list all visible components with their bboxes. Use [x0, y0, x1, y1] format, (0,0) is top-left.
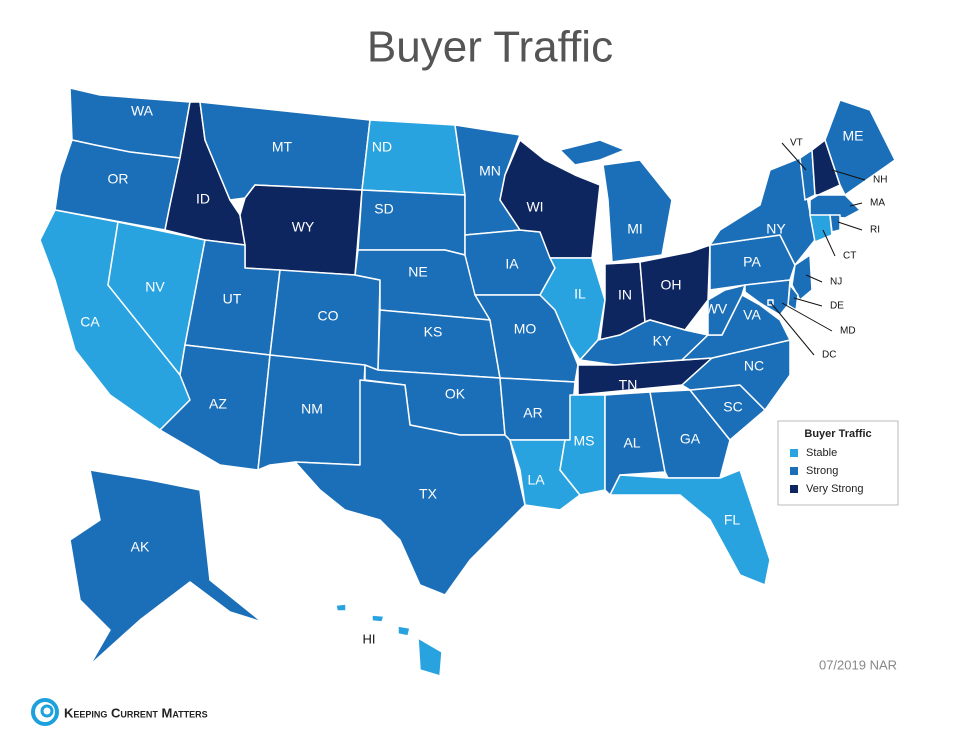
state — [397, 625, 411, 637]
state-label: WV — [705, 301, 728, 317]
leader-line — [781, 302, 833, 332]
leader-line — [837, 221, 863, 231]
leader-line — [822, 229, 836, 257]
state-label: NV — [145, 279, 165, 295]
state-label: AL — [623, 435, 640, 451]
state-label: CA — [80, 314, 100, 330]
state-label: NC — [744, 358, 764, 374]
title: Buyer Traffic — [367, 23, 613, 72]
state — [602, 159, 673, 263]
state-label: MO — [514, 321, 537, 337]
legend-label: Very Strong — [806, 483, 863, 495]
state-label: NM — [301, 401, 323, 417]
legend-label: Stable — [806, 447, 837, 459]
state-label: KS — [424, 324, 443, 340]
state-label: RI — [870, 225, 880, 236]
legend-swatch — [790, 485, 798, 493]
state — [377, 309, 501, 379]
state — [829, 214, 841, 233]
state — [69, 469, 263, 666]
state-label: NJ — [830, 277, 842, 288]
state-label: UT — [223, 291, 242, 307]
logo-icon — [31, 698, 59, 726]
state-label: AZ — [209, 396, 227, 412]
logo: Keeping Current Matters — [31, 698, 208, 726]
state — [809, 214, 833, 243]
state-label: NH — [873, 175, 887, 186]
state-label: OR — [108, 171, 129, 187]
state-label: VT — [790, 138, 803, 149]
source: 07/2019 NAR — [819, 657, 897, 672]
state-label: KY — [653, 333, 672, 349]
state-label: VA — [743, 307, 761, 323]
state-label: FL — [724, 512, 741, 528]
state — [609, 469, 771, 586]
leader-line — [793, 297, 823, 307]
state-label: MD — [840, 326, 856, 337]
state-label: PA — [743, 254, 761, 270]
state-label: WI — [526, 199, 543, 215]
state — [371, 614, 385, 623]
state-label: MN — [479, 163, 501, 179]
state-label: ME — [843, 128, 864, 144]
map — [39, 87, 896, 677]
legend-swatch — [790, 449, 798, 457]
state-label: CO — [318, 308, 339, 324]
state-label: GA — [680, 431, 701, 447]
state-label: CT — [843, 251, 856, 262]
state — [744, 279, 791, 316]
legend-swatch — [790, 467, 798, 475]
state-label: OH — [661, 277, 682, 293]
state — [335, 603, 347, 612]
state-label: IA — [505, 256, 519, 272]
state-label: LA — [527, 472, 545, 488]
leader-line — [781, 142, 807, 171]
leader-line — [849, 202, 863, 207]
state — [707, 284, 746, 336]
state-label: HI — [363, 631, 376, 646]
state-label: AK — [131, 539, 150, 555]
state-label: SC — [723, 399, 742, 415]
state-label: WA — [131, 103, 154, 119]
leader-line — [770, 302, 815, 356]
leader-line — [831, 169, 866, 181]
state-label: ID — [196, 191, 210, 207]
state — [559, 139, 626, 166]
legend-label: Strong — [806, 465, 838, 477]
state-label: TN — [619, 377, 638, 393]
state-label: MT — [272, 139, 293, 155]
state-label: MS — [574, 433, 595, 449]
logo-icon — [40, 704, 54, 718]
logo-text: Keeping Current Matters — [64, 705, 208, 720]
state — [294, 379, 526, 596]
leader-line — [805, 274, 823, 283]
state-label: WY — [292, 219, 315, 235]
state-label: IN — [618, 287, 632, 303]
state-label: OK — [445, 386, 466, 402]
state — [811, 139, 841, 196]
state — [539, 257, 606, 361]
state-label: NE — [408, 264, 427, 280]
state-label: IL — [574, 286, 586, 302]
state — [824, 99, 896, 196]
state-label: ND — [372, 139, 392, 155]
state — [417, 637, 443, 677]
state-label: TX — [419, 486, 438, 502]
state-label: DE — [830, 301, 844, 312]
state-label: NY — [766, 221, 786, 237]
state — [791, 254, 813, 301]
state-label: SD — [374, 201, 393, 217]
state-label: DC — [822, 350, 836, 361]
legend-title: Buyer Traffic — [804, 428, 871, 440]
state-label: MI — [627, 221, 643, 237]
state-label: MA — [870, 198, 885, 209]
state-label: AR — [523, 405, 542, 421]
legend: Buyer Traffic Stable Strong Very Strong — [777, 420, 899, 506]
state — [361, 119, 466, 196]
